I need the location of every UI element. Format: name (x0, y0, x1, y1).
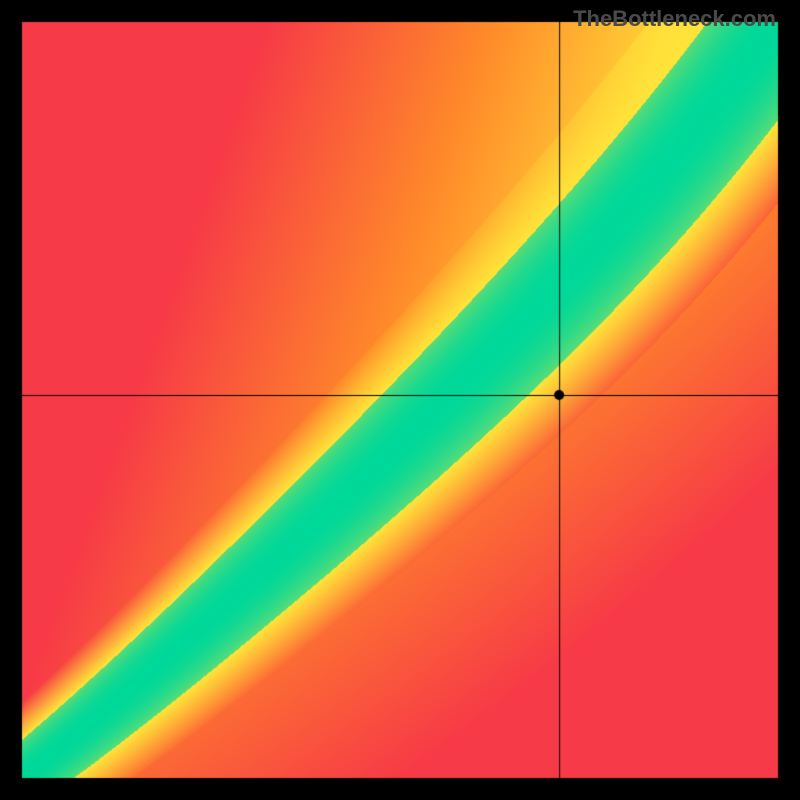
chart-container: TheBottleneck.com (0, 0, 800, 800)
bottleneck-heatmap-canvas (0, 0, 800, 800)
watermark-text: TheBottleneck.com (573, 6, 776, 32)
